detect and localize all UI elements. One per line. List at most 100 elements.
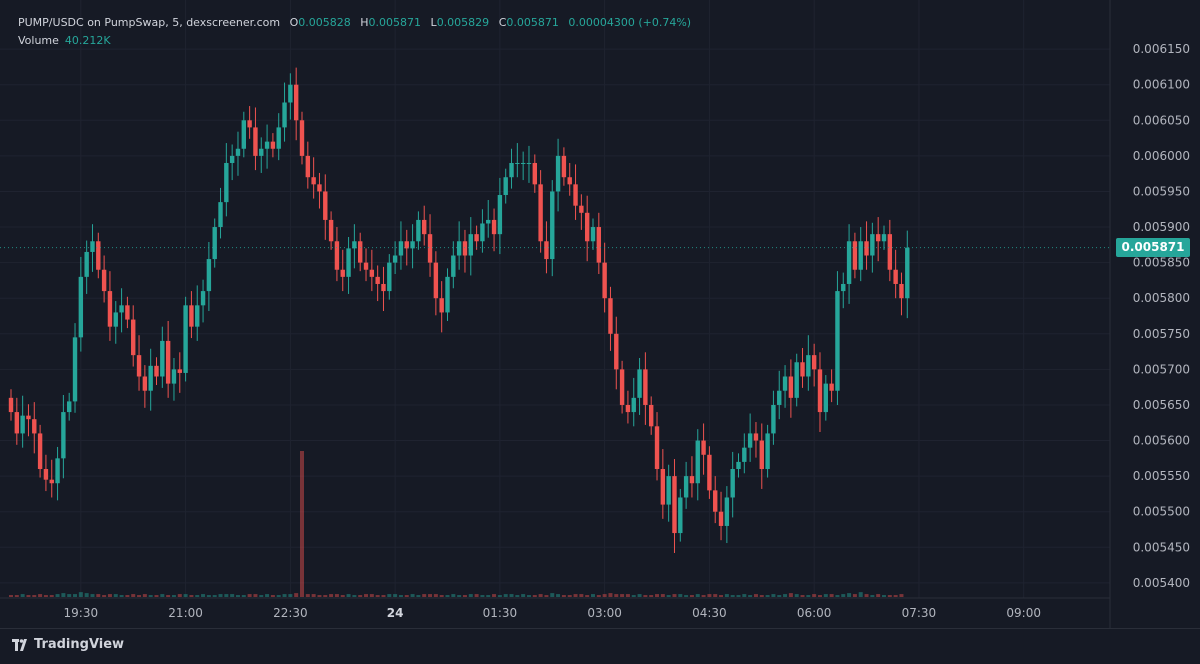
candle-body [503, 177, 508, 196]
candlestick-chart[interactable]: 0.006150 0.006100 0.006050 0.006000 0.005950… [0, 0, 1200, 628]
price-tick-label: 0.005600 [1133, 434, 1190, 448]
price-tick-label: 0.005500 [1133, 505, 1190, 519]
volume-bar [550, 593, 555, 597]
volume-bar [701, 595, 706, 597]
volume-bar [276, 595, 281, 597]
candle-body [846, 241, 852, 284]
volume-bar [102, 595, 107, 597]
candle-body [800, 362, 805, 377]
candle-body [369, 269, 375, 277]
candle-body [328, 219, 334, 242]
price-tick-label: 0.005950 [1133, 184, 1190, 198]
candle-body [631, 397, 636, 413]
volume-bar [812, 594, 817, 597]
candle-body [573, 184, 578, 206]
candle-body [747, 433, 753, 448]
volume-bar [107, 594, 112, 597]
candle-body [212, 227, 217, 260]
pair-title: PUMP/USDC on PumpSwap, 5, dexscreener.co… [18, 16, 281, 29]
chart-area[interactable]: 0.006150 0.006100 0.006050 0.006000 0.005950… [0, 0, 1200, 628]
footer: TradingView [0, 628, 1200, 664]
volume-bar [497, 595, 502, 597]
candle-body [84, 251, 89, 277]
volume-bar [631, 595, 636, 597]
volume-bar [300, 451, 304, 597]
candle-body [538, 184, 543, 242]
candle-body [113, 312, 118, 327]
candle-body [905, 247, 910, 299]
volume-bar [387, 594, 392, 597]
candle-body [555, 155, 561, 192]
volume-bar [113, 594, 118, 597]
change-value: 0.00004300 (+0.74%) [568, 16, 692, 29]
volume-bar [515, 595, 520, 597]
candle-body [206, 259, 212, 292]
volume-bar [783, 594, 788, 597]
candle-body [270, 141, 276, 149]
candle-body [584, 212, 590, 242]
candle-body [456, 241, 462, 256]
volume-bar [462, 595, 467, 597]
candle-body [235, 148, 241, 156]
volume-bar [817, 595, 822, 597]
volume-bar [538, 594, 543, 597]
volume-bar [137, 595, 142, 597]
candle-body [887, 234, 893, 270]
volume-bar [9, 595, 13, 597]
time-tick-label: 19:30 [64, 606, 99, 620]
candle-body [195, 305, 200, 327]
volume-bar [381, 595, 386, 597]
candle-body [55, 458, 60, 484]
volume-bar [777, 595, 782, 597]
candle-body [229, 155, 235, 163]
volume-bar [235, 595, 240, 597]
volume-bar [579, 594, 584, 597]
candle-body [154, 365, 159, 377]
volume-bar [20, 594, 25, 597]
candle-body [72, 337, 78, 402]
time-tick-label: 04:30 [692, 606, 727, 620]
candle-body [893, 269, 898, 284]
volume-bar [870, 595, 875, 597]
volume-bar [457, 595, 462, 597]
volume-bar [119, 595, 124, 597]
volume-bar [131, 594, 136, 597]
candle-body [311, 177, 316, 185]
volume-bar [544, 595, 549, 597]
close-label: C [498, 16, 507, 29]
candle-body [224, 162, 229, 203]
tradingview-brand[interactable]: TradingView [12, 637, 124, 652]
volume-bar [311, 594, 316, 597]
candle-body [852, 241, 858, 270]
candle-body [427, 234, 433, 263]
candle-body [61, 412, 66, 459]
legend-volume-row: Volume 40.212K [18, 32, 691, 50]
volume-bar [753, 594, 758, 597]
candle-body [841, 283, 846, 292]
candle-body [142, 376, 148, 391]
volume-bar [451, 594, 456, 597]
price-tick-label: 0.005750 [1133, 327, 1190, 341]
brand-name: TradingView [34, 637, 125, 652]
candle-body [49, 479, 54, 484]
volume-bar [125, 595, 130, 597]
price-tick-label: 0.005850 [1133, 256, 1190, 270]
candle-body [340, 269, 345, 277]
volume-bar [55, 594, 60, 597]
open-label: O [289, 16, 299, 29]
candle-body [870, 234, 875, 256]
candle-body [165, 340, 171, 384]
volume-bar [666, 595, 671, 597]
candle-body [724, 497, 730, 526]
volume-bar [352, 595, 357, 597]
price-tick-label: 0.006150 [1133, 42, 1190, 56]
candle-body [90, 241, 95, 252]
volume-bar [439, 595, 444, 597]
candle-body [637, 369, 642, 398]
candle-body [8, 397, 14, 413]
volume-bar [265, 594, 270, 597]
candle-body [37, 433, 43, 470]
volume-bar [160, 594, 165, 597]
volume-bar [61, 593, 66, 597]
volume-bar [707, 594, 712, 597]
